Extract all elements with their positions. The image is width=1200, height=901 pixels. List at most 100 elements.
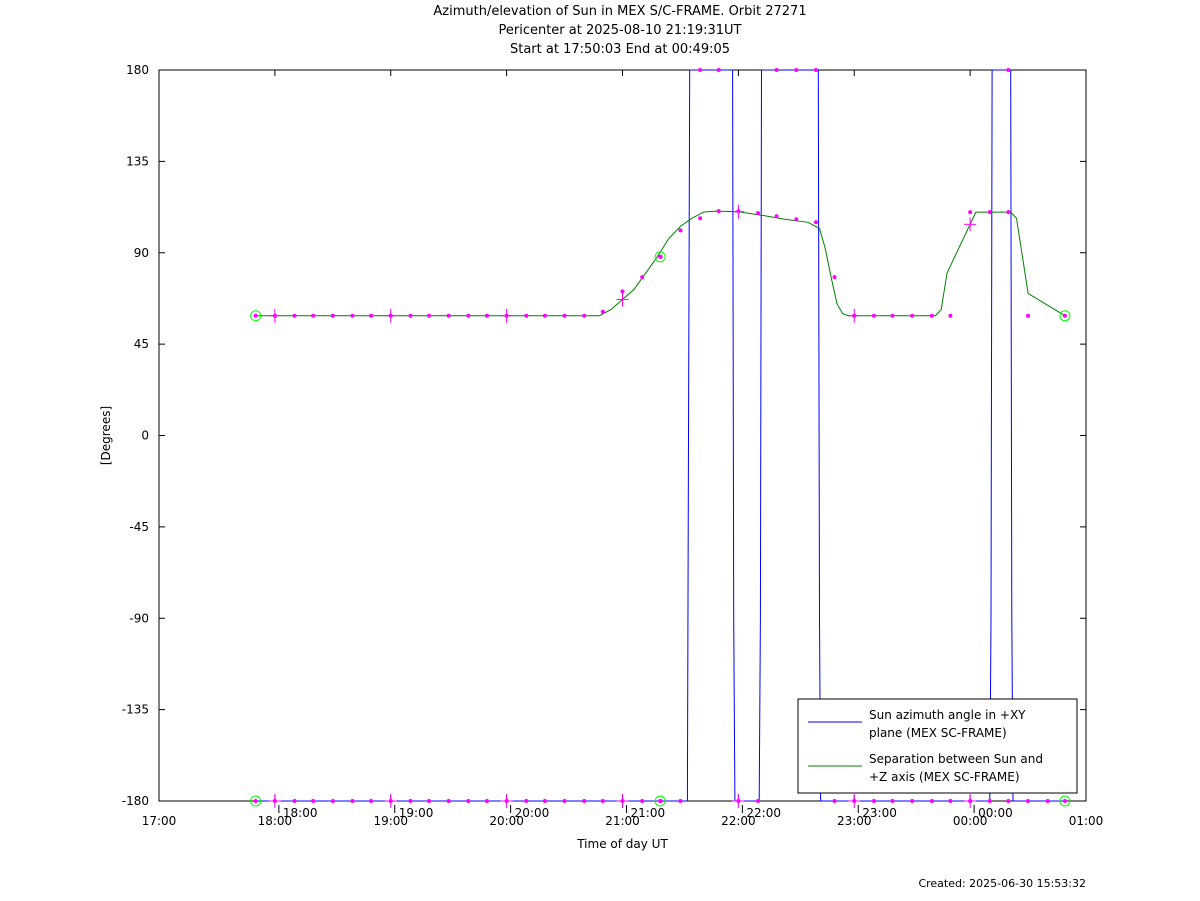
data-marker [640,275,645,280]
data-marker [890,313,895,318]
data-marker [484,313,489,318]
data-marker [542,313,547,318]
endpoint-circle [1059,310,1071,322]
x-tick-label: 00:00 [953,814,988,828]
secondary-tick-label: 23:00 [862,806,897,820]
y-axis-label: [Degrees] [99,406,113,465]
data-marker [948,799,953,803]
data-marker [698,68,703,72]
x-tick-label: 20:00 [489,814,524,828]
data-marker [311,313,316,318]
data-marker [910,313,915,318]
data-marker [1006,210,1011,215]
data-marker [408,313,413,318]
data-marker [350,799,355,803]
data-marker [330,313,335,318]
endpoint-circle [654,795,666,807]
data-marker [716,209,721,214]
legend-label-line1: Sun azimuth angle in +XY [869,708,1026,722]
data-marker [756,799,761,803]
data-marker [929,799,934,803]
endpoint-circle [1059,795,1071,807]
endpoint-dot [658,799,663,803]
data-marker [620,289,625,294]
data-marker [426,313,431,318]
data-marker [446,313,451,318]
endpoint-circle [250,310,262,322]
data-marker [446,799,451,803]
data-marker [524,313,529,318]
endpoint-dot [658,254,663,259]
data-marker [774,68,779,72]
x-tick-label: 01:00 [1069,814,1104,828]
legend-label: Sun azimuth angle in +XY plane (MEX SC-FR… [869,708,1026,740]
endpoint-dot [253,799,258,803]
data-marker [408,799,413,803]
data-marker [292,799,297,803]
data-marker [524,799,529,803]
data-marker [987,210,992,215]
data-marker [987,799,992,803]
x-axis-label: Time of day UT [576,837,668,851]
data-marker [311,799,316,803]
data-marker [929,313,934,318]
legend-label-line2: +Z axis (MEX SC-FRAME) [869,770,1020,784]
data-marker [871,313,876,318]
endpoint-dot [1062,799,1067,803]
legend: Sun azimuth angle in +XY plane (MEX SC-FR… [797,698,1078,794]
data-marker [814,68,819,72]
data-marker [756,211,761,216]
x-tick-label: 18:00 [258,814,293,828]
chart-title-line2: Pericenter at 2025-08-10 21:19:31UT [498,23,742,38]
data-marker [1045,799,1050,803]
data-marker [910,799,915,803]
data-marker [1006,68,1011,72]
legend-label: Separation between Sun and +Z axis (MEX S… [869,752,1043,784]
data-marker [890,799,895,803]
data-marker [716,68,721,72]
legend-label-line1: Separation between Sun and [869,752,1043,766]
data-marker [794,217,799,222]
data-marker [640,799,645,803]
x-tick-label: 22:00 [721,814,756,828]
x-tick-label: 17:00 [142,814,177,828]
data-marker [466,313,471,318]
y-tick-label: 180 [126,63,149,77]
plot-frame [158,69,1087,802]
data-marker [678,228,683,233]
data-marker [350,313,355,318]
data-marker [948,313,953,318]
data-marker [1006,799,1011,803]
y-tick-label: -135 [122,703,149,717]
data-marker [330,799,335,803]
azimuth-series-line [255,69,1065,802]
y-tick-label: -45 [129,520,149,534]
secondary-tick-label: 20:00 [515,806,550,820]
y-tick-label: 90 [134,246,149,260]
data-marker [582,799,587,803]
data-marker [582,313,587,318]
secondary-tick-label: 00:00 [978,806,1013,820]
secondary-tick-label: 19:00 [399,806,434,820]
secondary-tick-label: 22:00 [746,806,781,820]
y-tick-label: 135 [126,154,149,168]
axes-group: 180 135 90 45 0 -45 -90 -135 -180 17:00 18:00 19:00… [99,63,1103,851]
data-marker [426,799,431,803]
data-marker [600,799,605,803]
data-marker [832,275,837,280]
data-marker [794,68,799,72]
secondary-tick-label: 18:00 [283,806,318,820]
data-marker [774,214,779,219]
endpoint-dot [253,313,258,318]
data-marker [369,313,374,318]
y-tick-label: -90 [129,611,149,625]
series-group [255,69,1066,802]
data-marker [542,799,547,803]
data-marker [832,799,837,803]
data-marker [484,799,489,803]
chart-title-line3: Start at 17:50:03 End at 00:49:05 [509,42,731,57]
data-marker [678,799,683,803]
data-marker [562,799,567,803]
y-tick-label: -180 [122,794,149,808]
